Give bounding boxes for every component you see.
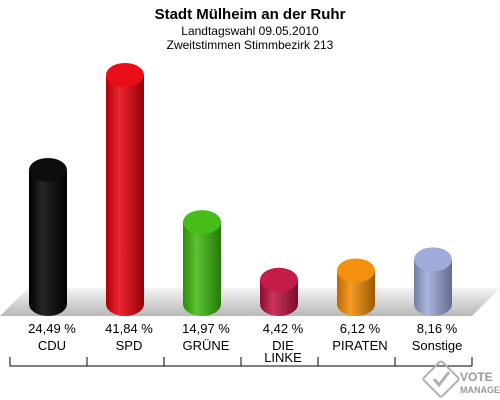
category-label: Sonstige bbox=[412, 338, 463, 353]
chart-title: Stadt Mülheim an der Ruhr bbox=[155, 6, 346, 23]
chart-subtitle-line-2: Zweitstimmen Stimmbezirk 213 bbox=[167, 38, 334, 52]
bar-spd bbox=[106, 63, 144, 316]
bar-grüne bbox=[183, 210, 221, 316]
logo-line-1: VOTE bbox=[460, 370, 493, 384]
category-label: SPD bbox=[116, 338, 143, 353]
value-label: 24,49 % bbox=[28, 321, 76, 336]
value-label: 6,12 % bbox=[340, 321, 381, 336]
category-ticks bbox=[9, 357, 473, 366]
value-label: 41,84 % bbox=[105, 321, 153, 336]
bar-piraten bbox=[337, 258, 375, 316]
bar-body bbox=[29, 169, 67, 316]
bar-top bbox=[183, 210, 221, 235]
category-label: PIRATEN bbox=[332, 338, 387, 353]
bar-cdu bbox=[29, 157, 67, 316]
bar-top bbox=[260, 267, 298, 292]
bar-body bbox=[183, 222, 221, 316]
value-labels-group: 24,49 % 41,84 % 14,97 % 4,42 % 6,12 % 8,16 % bbox=[28, 321, 458, 336]
bar-body bbox=[106, 75, 144, 316]
value-label: 8,16 % bbox=[417, 321, 458, 336]
bar-body bbox=[414, 259, 452, 316]
category-label: DIE bbox=[272, 338, 294, 353]
value-label: 4,42 % bbox=[263, 321, 304, 336]
vote-check-icon bbox=[422, 360, 460, 398]
bar-top bbox=[337, 258, 375, 283]
category-label: GRÜNE bbox=[183, 338, 230, 353]
logo-line-2: MANAGER bbox=[460, 385, 500, 395]
bar-body bbox=[337, 270, 375, 316]
bar-die-linke bbox=[260, 267, 298, 316]
bars-group bbox=[29, 63, 452, 316]
bar-sonstige bbox=[414, 247, 452, 316]
bar-top bbox=[29, 157, 67, 182]
category-label: CDU bbox=[38, 338, 66, 353]
vote-manager-logo: VOTE MANAGER bbox=[422, 360, 500, 398]
category-label: LINKE bbox=[264, 350, 302, 365]
value-label: 14,97 % bbox=[182, 321, 230, 336]
bar-top bbox=[106, 63, 144, 87]
bar-top bbox=[414, 247, 452, 272]
chart-subtitle-line-1: Landtagswahl 09.05.2010 bbox=[181, 24, 319, 38]
